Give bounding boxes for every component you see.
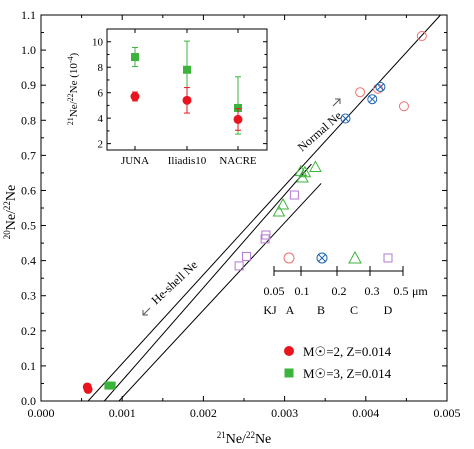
data-point-series-5 <box>289 190 299 200</box>
data-point-series-4 <box>309 160 322 172</box>
x-tick-label: 0.003 <box>271 406 298 420</box>
inset-category-label: NACRE <box>219 155 257 167</box>
x-tick-label: 0.000 <box>28 406 55 420</box>
data-point-series-3 <box>367 94 378 105</box>
data-point-series-0 <box>83 384 93 394</box>
data-point-series-5 <box>241 251 251 261</box>
scale-letter-c: C <box>350 303 358 317</box>
data-point-series-4 <box>294 164 308 177</box>
inset-axis-ticks: 2 4 6 8 10 JUNA Iliadis10 NACRE <box>92 29 267 167</box>
legend-label-m3: M☉=3, Z=0.014 <box>303 366 392 381</box>
scale-letter-b: B <box>317 303 325 317</box>
normal-ne-arrow-icon <box>332 98 341 107</box>
inset-y-tick-label: 10 <box>92 37 104 49</box>
main-data-points <box>82 31 427 394</box>
legend-marker-m2 <box>284 346 294 356</box>
legend: M☉=2, Z=0.014 M☉=3, Z=0.014 <box>284 344 392 381</box>
scale-a-marker <box>316 252 328 264</box>
scale-kj-marker <box>283 252 295 264</box>
inset-category-label: JUNA <box>121 155 149 167</box>
scale-letter-kj: KJ <box>263 303 277 317</box>
y-tick-label: 1.0 <box>21 43 36 57</box>
inset-point-series-1 <box>131 53 139 62</box>
data-point-series-5 <box>260 234 270 244</box>
inset-y-axis-label: 21Ne/22Ne (10-4) <box>66 52 80 125</box>
y-tick-label: 0.2 <box>21 324 36 338</box>
x-tick-label: 0.004 <box>352 406 379 420</box>
data-point-series-4 <box>298 165 312 178</box>
scale-tick-3: 0.3 <box>365 284 380 298</box>
y-tick-label: 0.6 <box>21 183 36 197</box>
scale-unit: μm <box>412 284 428 298</box>
normal-ne-line <box>87 14 441 402</box>
he-shell-arrow-icon <box>142 307 151 316</box>
y-axis-label: 20Ne/22Ne <box>2 185 19 240</box>
he-shell-line-2 <box>118 183 322 402</box>
inset-category-label: Iliadis10 <box>168 155 207 167</box>
inset-y-tick-label: 8 <box>98 62 104 74</box>
inset-point-series-0 <box>233 114 243 124</box>
reference-lines <box>87 14 441 402</box>
y-tick-label: 0.9 <box>21 78 36 92</box>
data-point-series-4 <box>276 197 290 210</box>
y-tick-label: 0.7 <box>21 148 36 162</box>
y-tick-label: 1.1 <box>21 8 36 22</box>
data-point-series-2 <box>355 87 366 98</box>
inset-y-tick-label: 6 <box>98 88 104 100</box>
x-tick-label: 0.005 <box>434 406 461 420</box>
y-tick-label: 0.1 <box>21 359 36 373</box>
scale-tick-1: 0.1 <box>295 284 310 298</box>
scale-letter-a: A <box>286 303 295 317</box>
scale-tick-0: 0.05 <box>264 284 285 298</box>
data-point-series-3 <box>375 81 386 92</box>
data-point-series-3 <box>340 113 351 124</box>
he-shell-line-1 <box>103 163 312 402</box>
y-tick-label: 0.8 <box>21 113 36 127</box>
inset-data-points <box>130 40 243 135</box>
scale-letter-d: D <box>384 303 393 317</box>
scale-tick-4: 0.5 <box>394 284 409 298</box>
x-tick-label: 0.002 <box>190 406 217 420</box>
scale-tick-2: 0.2 <box>332 284 347 298</box>
inset-y-tick-label: 4 <box>98 113 104 125</box>
inset-y-tick-label: 2 <box>98 139 104 151</box>
inset-point-series-1 <box>183 65 191 74</box>
y-tick-label: 0.0 <box>21 394 36 408</box>
data-point-series-2 <box>416 31 427 42</box>
y-tick-label: 0.5 <box>21 219 36 233</box>
y-tick-label: 0.3 <box>21 289 36 303</box>
inset-chart: 2 4 6 8 10 JUNA Iliadis10 NACRE 21Ne/22Ne (10-4… <box>66 28 268 167</box>
data-point-series-1 <box>107 381 116 390</box>
main-axis-ticks: 0.000 0.001 0.002 0.003 0.004 0.0050.00.10.20… <box>21 8 461 420</box>
data-point-series-4 <box>272 204 286 217</box>
x-tick-label: 0.001 <box>109 406 136 420</box>
x-axis-label: 21Ne/22Ne <box>217 430 272 447</box>
legend-label-m2: M☉=2, Z=0.014 <box>303 344 392 359</box>
scale-d-marker <box>383 253 393 263</box>
inset-point-series-1 <box>234 103 242 112</box>
data-point-series-2 <box>398 101 409 112</box>
scale-c-marker <box>348 250 362 264</box>
legend-marker-m3 <box>284 368 294 378</box>
size-scale: 0.05 0.1 0.2 0.3 0.5 μm KJ A B C D <box>263 250 428 317</box>
data-point-series-5 <box>234 261 244 271</box>
y-tick-label: 0.4 <box>21 254 36 268</box>
inset-point-series-0 <box>182 95 192 105</box>
inset-point-series-0 <box>130 92 140 102</box>
